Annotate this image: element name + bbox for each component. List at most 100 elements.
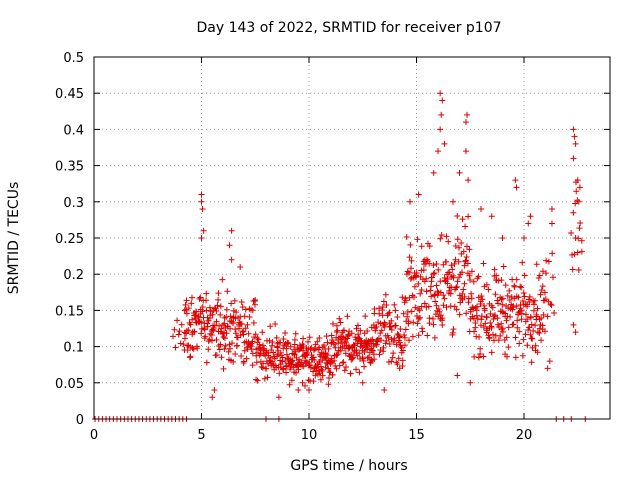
data-point bbox=[251, 298, 258, 305]
data-point bbox=[401, 334, 408, 341]
data-point bbox=[199, 304, 206, 311]
data-point bbox=[264, 374, 271, 381]
data-point bbox=[217, 311, 224, 318]
data-point bbox=[381, 387, 388, 394]
data-point bbox=[332, 344, 339, 351]
data-point bbox=[433, 282, 440, 289]
data-point bbox=[226, 341, 233, 348]
data-point bbox=[437, 90, 444, 97]
data-point bbox=[343, 339, 350, 346]
data-point bbox=[400, 347, 407, 354]
data-point bbox=[473, 312, 480, 319]
data-point bbox=[412, 273, 419, 280]
data-point bbox=[285, 340, 292, 347]
data-point bbox=[548, 220, 555, 227]
data-point bbox=[242, 306, 249, 313]
data-point bbox=[306, 387, 312, 394]
data-point bbox=[326, 374, 333, 381]
data-point bbox=[456, 244, 463, 251]
data-point bbox=[219, 322, 226, 329]
data-point bbox=[538, 315, 545, 322]
data-point bbox=[275, 394, 282, 401]
data-point bbox=[534, 349, 541, 356]
data-point bbox=[543, 257, 550, 264]
data-point bbox=[393, 341, 400, 348]
data-point bbox=[283, 351, 290, 358]
data-point bbox=[374, 338, 381, 345]
data-point bbox=[291, 336, 298, 343]
data-point bbox=[313, 368, 320, 375]
data-point bbox=[576, 225, 583, 232]
y-tick-label: 0.15 bbox=[55, 304, 84, 319]
data-point bbox=[426, 260, 433, 267]
data-point bbox=[460, 248, 467, 255]
data-point bbox=[214, 302, 221, 309]
data-point bbox=[498, 296, 505, 303]
data-point bbox=[380, 344, 387, 351]
data-point bbox=[525, 327, 532, 334]
grid-lines bbox=[94, 57, 610, 419]
data-point bbox=[243, 355, 250, 362]
data-point bbox=[205, 346, 212, 353]
data-point bbox=[437, 235, 444, 242]
data-point bbox=[506, 287, 513, 294]
data-point bbox=[194, 345, 201, 352]
data-point bbox=[336, 362, 343, 369]
data-point bbox=[450, 274, 457, 281]
data-point bbox=[508, 294, 515, 301]
data-point bbox=[342, 350, 349, 357]
data-point bbox=[404, 268, 411, 275]
data-point bbox=[213, 336, 220, 343]
data-point bbox=[430, 321, 437, 328]
data-point bbox=[521, 235, 527, 241]
data-point bbox=[546, 358, 553, 365]
data-point bbox=[279, 366, 286, 373]
data-point bbox=[249, 350, 256, 357]
data-point bbox=[404, 308, 411, 315]
data-point bbox=[440, 302, 447, 309]
data-point bbox=[265, 349, 272, 356]
data-point bbox=[289, 357, 296, 364]
data-point bbox=[494, 315, 501, 322]
data-point bbox=[399, 294, 406, 301]
data-point bbox=[321, 342, 328, 349]
data-point bbox=[219, 276, 226, 283]
data-point bbox=[423, 275, 430, 282]
data-point bbox=[400, 310, 407, 317]
data-point bbox=[221, 320, 228, 327]
data-point bbox=[337, 338, 344, 345]
data-point bbox=[233, 309, 240, 316]
data-point bbox=[443, 258, 450, 265]
data-point bbox=[458, 269, 465, 276]
data-point bbox=[342, 364, 349, 371]
data-point bbox=[455, 274, 462, 281]
data-point bbox=[495, 300, 502, 307]
data-point bbox=[217, 303, 224, 310]
data-point bbox=[211, 322, 218, 329]
data-point bbox=[377, 347, 384, 354]
data-point bbox=[181, 335, 188, 342]
data-point bbox=[461, 280, 468, 287]
y-tick-label: 0.3 bbox=[63, 196, 84, 211]
data-point bbox=[197, 294, 204, 301]
data-point bbox=[460, 286, 467, 293]
data-point bbox=[240, 358, 247, 365]
data-point bbox=[396, 339, 403, 346]
data-point bbox=[383, 301, 390, 308]
data-point bbox=[333, 352, 340, 359]
data-point bbox=[544, 365, 551, 372]
data-point bbox=[465, 177, 472, 184]
data-point bbox=[270, 349, 277, 356]
data-point bbox=[503, 317, 510, 324]
data-point bbox=[464, 111, 471, 118]
data-point bbox=[419, 328, 426, 335]
data-point bbox=[380, 298, 387, 305]
data-point bbox=[399, 363, 406, 370]
data-point bbox=[450, 326, 457, 333]
data-point bbox=[238, 320, 245, 327]
data-point bbox=[475, 294, 482, 301]
data-point bbox=[542, 270, 549, 277]
data-point bbox=[210, 325, 217, 332]
data-point bbox=[548, 206, 555, 213]
data-point bbox=[329, 371, 336, 378]
